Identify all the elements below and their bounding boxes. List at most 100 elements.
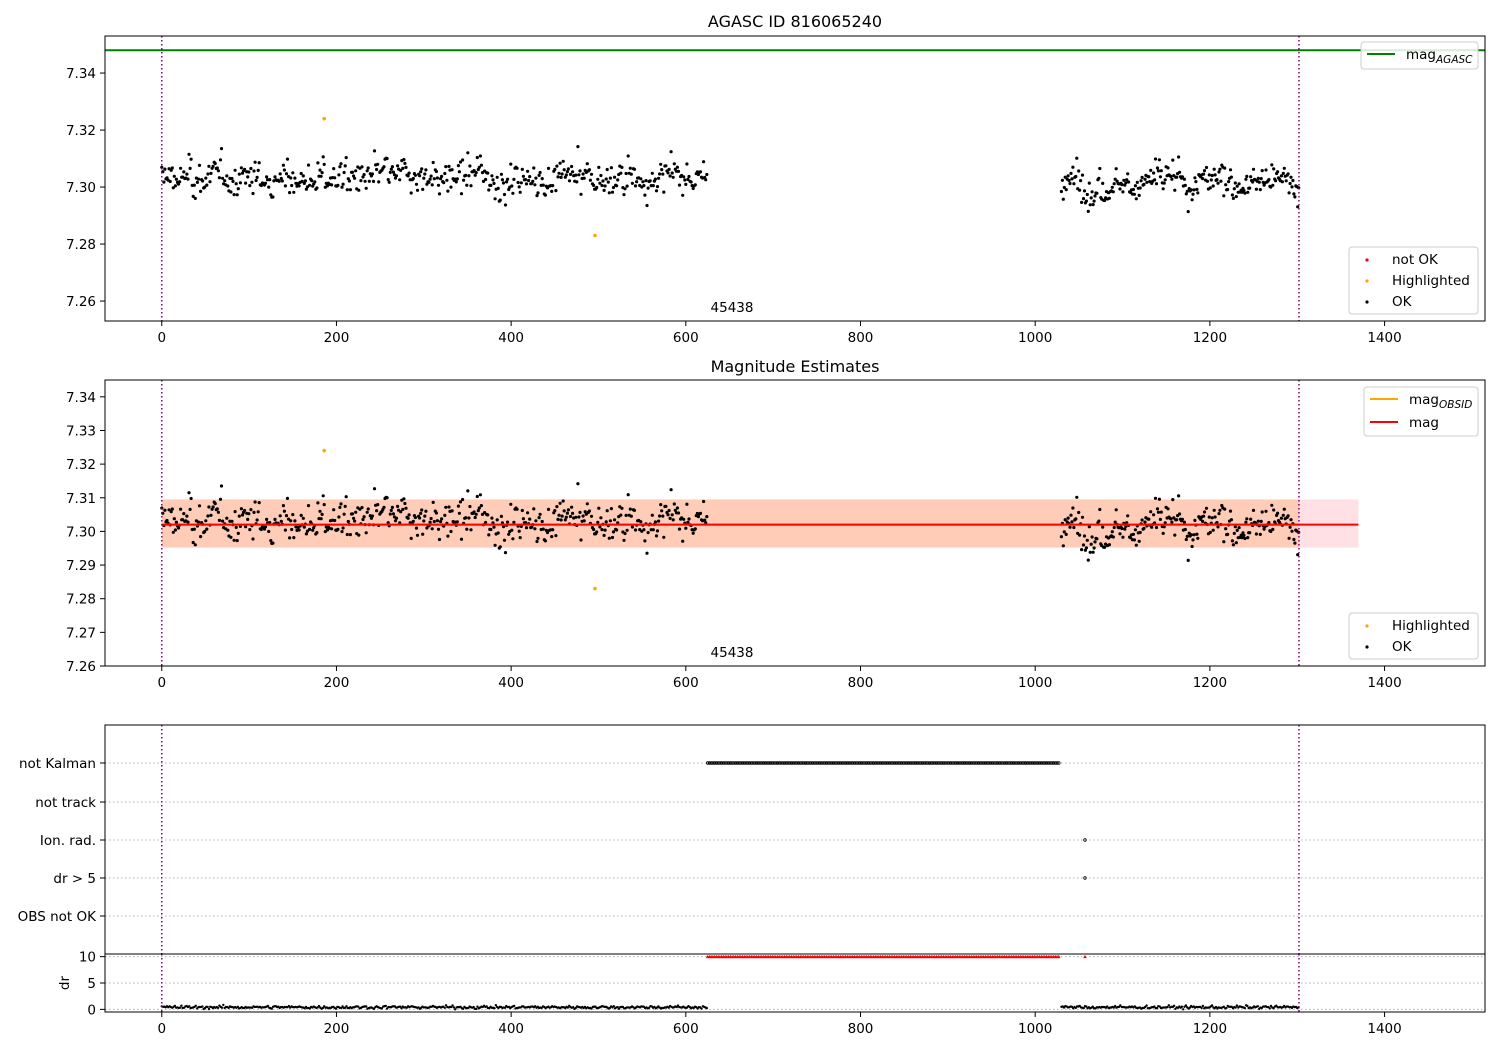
ok-point xyxy=(199,535,203,539)
ok-point xyxy=(1175,518,1179,522)
dr-point xyxy=(1268,1007,1271,1010)
ok-point xyxy=(456,504,460,508)
ok-point xyxy=(1243,191,1247,195)
flag-point xyxy=(716,761,720,765)
ok-point xyxy=(233,168,237,172)
ok-point xyxy=(376,162,380,166)
ok-point xyxy=(1086,558,1090,562)
flag-point xyxy=(878,761,883,765)
ok-point xyxy=(209,513,213,517)
ok-point xyxy=(650,171,654,175)
ok-point xyxy=(160,165,164,169)
flag-point xyxy=(840,761,844,765)
ok-point xyxy=(195,180,199,184)
ok-point xyxy=(340,185,344,189)
ok-point xyxy=(625,184,629,188)
ok-point xyxy=(174,177,178,181)
ok-point xyxy=(319,174,323,178)
ok-point xyxy=(583,510,587,514)
ok-point xyxy=(1258,532,1262,537)
ok-point xyxy=(1170,177,1174,181)
ok-point xyxy=(1088,203,1092,207)
ok-point xyxy=(208,180,212,184)
ok-point xyxy=(605,509,609,513)
ok-point xyxy=(1249,175,1253,179)
ok-point xyxy=(1271,527,1275,532)
ok-point xyxy=(603,528,607,532)
middle-legend-lower: Highlighted OK xyxy=(1348,612,1479,660)
x-tick-label: 600 xyxy=(673,675,699,691)
ok-point xyxy=(322,503,326,507)
ok-point xyxy=(1196,536,1200,540)
ok-point xyxy=(172,174,176,178)
ok-point xyxy=(237,514,241,518)
ok-point xyxy=(447,505,451,509)
ok-point xyxy=(1081,197,1086,201)
ok-point xyxy=(304,187,308,191)
ok-point xyxy=(256,510,260,514)
ok-point xyxy=(1090,190,1094,194)
ok-point xyxy=(450,509,454,513)
ok-point xyxy=(396,164,400,168)
flag-point xyxy=(885,761,890,765)
flag-point xyxy=(842,761,846,765)
ok-point xyxy=(163,167,167,171)
ok-point xyxy=(431,160,435,165)
ok-point xyxy=(429,174,433,178)
dr-point xyxy=(454,1008,457,1011)
flag-point xyxy=(816,761,820,765)
ok-point xyxy=(168,179,172,184)
ok-point xyxy=(645,551,649,555)
ok-point xyxy=(653,520,658,524)
ok-point xyxy=(367,179,371,183)
ok-point xyxy=(473,173,477,177)
ok-point xyxy=(176,526,181,530)
ok-point xyxy=(698,170,703,174)
ok-point xyxy=(238,181,242,185)
ok-point xyxy=(1249,517,1253,521)
ok-point xyxy=(664,504,668,508)
ok-point xyxy=(1226,532,1230,537)
ok-point xyxy=(1066,174,1070,178)
ok-point xyxy=(519,181,523,185)
ok-point xyxy=(320,512,324,517)
ok-point xyxy=(474,512,478,516)
ok-point xyxy=(546,507,551,511)
ok-point xyxy=(257,501,261,505)
ok-point xyxy=(173,184,177,188)
ok-point xyxy=(1113,520,1117,524)
ok-point xyxy=(456,164,460,168)
ok-point xyxy=(515,507,519,511)
ok-point xyxy=(302,525,306,529)
flag-point xyxy=(1009,761,1014,765)
dr-point xyxy=(1085,1005,1088,1008)
flag-point xyxy=(726,761,731,765)
dr-point xyxy=(493,1007,496,1010)
ok-point xyxy=(1125,178,1129,182)
ok-point xyxy=(1267,178,1271,182)
ok-point xyxy=(589,514,594,518)
ok-point xyxy=(705,515,709,519)
ok-point xyxy=(218,497,223,501)
ok-point xyxy=(404,165,408,169)
y-tick-label: 5 xyxy=(87,976,96,992)
ok-point xyxy=(566,508,571,512)
ok-point xyxy=(609,166,614,170)
dr-point xyxy=(345,1005,348,1008)
y-tick-label: 7.27 xyxy=(66,625,96,641)
ok-point xyxy=(662,535,666,539)
flag-point xyxy=(781,761,785,765)
dr-point xyxy=(1272,1007,1275,1010)
flag-point xyxy=(940,761,944,765)
ok-point xyxy=(1282,507,1286,511)
ok-point xyxy=(372,487,377,491)
ok-point xyxy=(1286,514,1290,518)
ok-point xyxy=(1224,527,1228,531)
flag-point xyxy=(1030,761,1035,765)
flag-point xyxy=(760,761,764,765)
ok-point xyxy=(186,520,190,524)
ok-point xyxy=(1228,168,1233,172)
ok-point xyxy=(1068,181,1072,186)
ok-point xyxy=(425,526,429,530)
ok-point xyxy=(615,528,619,532)
